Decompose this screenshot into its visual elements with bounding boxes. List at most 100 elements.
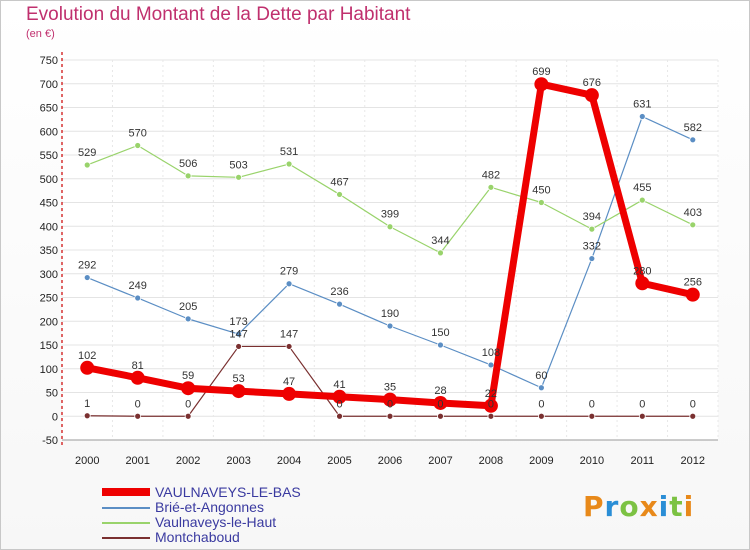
x-tick-label: 2003 — [226, 455, 250, 467]
logo-letter: x — [639, 490, 659, 523]
data-label: 35 — [384, 382, 396, 394]
data-label: 53 — [232, 373, 244, 385]
legend-item: Vaulnaveys-le-Haut — [102, 514, 362, 530]
legend-item: Brié-et-Angonnes — [102, 499, 362, 515]
data-label: 102 — [78, 350, 96, 362]
data-point — [635, 276, 650, 291]
data-point — [83, 161, 91, 169]
data-point — [285, 280, 293, 288]
legend-swatch — [102, 537, 150, 539]
data-label: 150 — [431, 327, 449, 339]
x-tick-label: 2009 — [529, 455, 553, 467]
x-tick-label: 2011 — [630, 455, 654, 467]
y-tick-label: 650 — [40, 103, 58, 115]
data-label: 59 — [182, 370, 194, 382]
data-label: 22 — [485, 388, 497, 400]
logo-letter: o — [619, 490, 640, 523]
data-point — [83, 412, 91, 420]
data-label: 503 — [229, 159, 247, 171]
logo-letter: i — [658, 490, 670, 523]
data-point — [130, 370, 145, 385]
legend-item: VAULNAVEYS-LE-BAS — [102, 484, 362, 500]
data-label: 190 — [381, 308, 399, 320]
x-tick-label: 2001 — [125, 455, 149, 467]
data-label: 467 — [330, 176, 348, 188]
data-label: 582 — [684, 122, 702, 134]
data-label: 279 — [280, 266, 298, 278]
data-label: 205 — [179, 301, 197, 313]
data-label: 450 — [532, 185, 550, 197]
data-label: 256 — [684, 277, 702, 289]
data-point — [437, 412, 444, 420]
data-point — [332, 389, 347, 404]
data-label: 280 — [633, 265, 651, 277]
data-label: 344 — [431, 235, 449, 247]
x-tick-label: 2004 — [277, 455, 301, 467]
legend-swatch — [102, 507, 150, 509]
data-point — [588, 412, 596, 420]
x-tick-label: 2006 — [378, 455, 402, 467]
data-point — [386, 412, 394, 420]
data-point — [282, 386, 297, 401]
data-point — [383, 392, 397, 407]
data-point — [437, 249, 444, 257]
data-label: 403 — [684, 207, 702, 219]
data-point — [638, 412, 646, 420]
legend-swatch — [102, 522, 150, 524]
data-label: 482 — [482, 169, 500, 181]
data-point — [80, 360, 95, 375]
y-tick-label: 350 — [40, 245, 58, 257]
y-tick-label: 100 — [40, 364, 58, 376]
data-point — [537, 384, 545, 392]
data-point — [336, 412, 343, 420]
data-label: 147 — [229, 328, 247, 340]
legend-label: VAULNAVEYS-LE-BAS — [155, 484, 301, 500]
data-label: 0 — [488, 398, 494, 410]
data-point — [235, 173, 243, 181]
data-label: 236 — [330, 286, 348, 298]
data-label: 0 — [538, 398, 544, 410]
data-label: 0 — [437, 398, 443, 410]
data-label: 0 — [690, 398, 696, 410]
data-label: 0 — [387, 398, 393, 410]
data-point — [487, 412, 495, 420]
data-point — [184, 172, 192, 180]
data-point — [235, 343, 243, 350]
data-label: 249 — [129, 280, 147, 292]
data-label: 0 — [639, 398, 645, 410]
y-tick-label: 700 — [40, 79, 58, 91]
data-point — [534, 77, 549, 92]
data-point — [134, 294, 142, 302]
legend: VAULNAVEYS-LE-BAS Brié-et-Angonnes Vaulnav… — [102, 484, 362, 545]
data-point — [584, 88, 599, 103]
data-point — [231, 384, 246, 399]
data-point — [386, 223, 394, 231]
data-label: 332 — [583, 241, 601, 253]
data-point — [134, 142, 142, 149]
data-point — [83, 274, 91, 281]
logo-letter: P — [583, 490, 605, 523]
logo-letter: i — [683, 490, 695, 523]
data-point — [285, 160, 293, 168]
data-point — [184, 412, 192, 420]
legend-label: Vaulnaveys-le-Haut — [155, 514, 277, 530]
y-tick-label: 450 — [40, 198, 58, 210]
data-label: 0 — [185, 398, 191, 410]
data-point — [184, 315, 192, 323]
data-point — [181, 381, 196, 396]
data-point — [437, 341, 444, 349]
data-label: 292 — [78, 260, 96, 272]
y-tick-label: 500 — [40, 174, 58, 186]
data-point — [537, 412, 545, 420]
data-point — [588, 255, 596, 262]
y-tick-label: 150 — [40, 340, 58, 352]
data-label: 529 — [78, 147, 96, 159]
chart-subtitle: (en €) — [26, 28, 55, 40]
data-point — [685, 287, 700, 302]
legend-item: Montchaboud — [102, 529, 362, 545]
data-point — [134, 412, 142, 420]
data-label: 0 — [589, 398, 595, 410]
x-tick-label: 2010 — [580, 455, 604, 467]
data-point — [588, 225, 596, 233]
